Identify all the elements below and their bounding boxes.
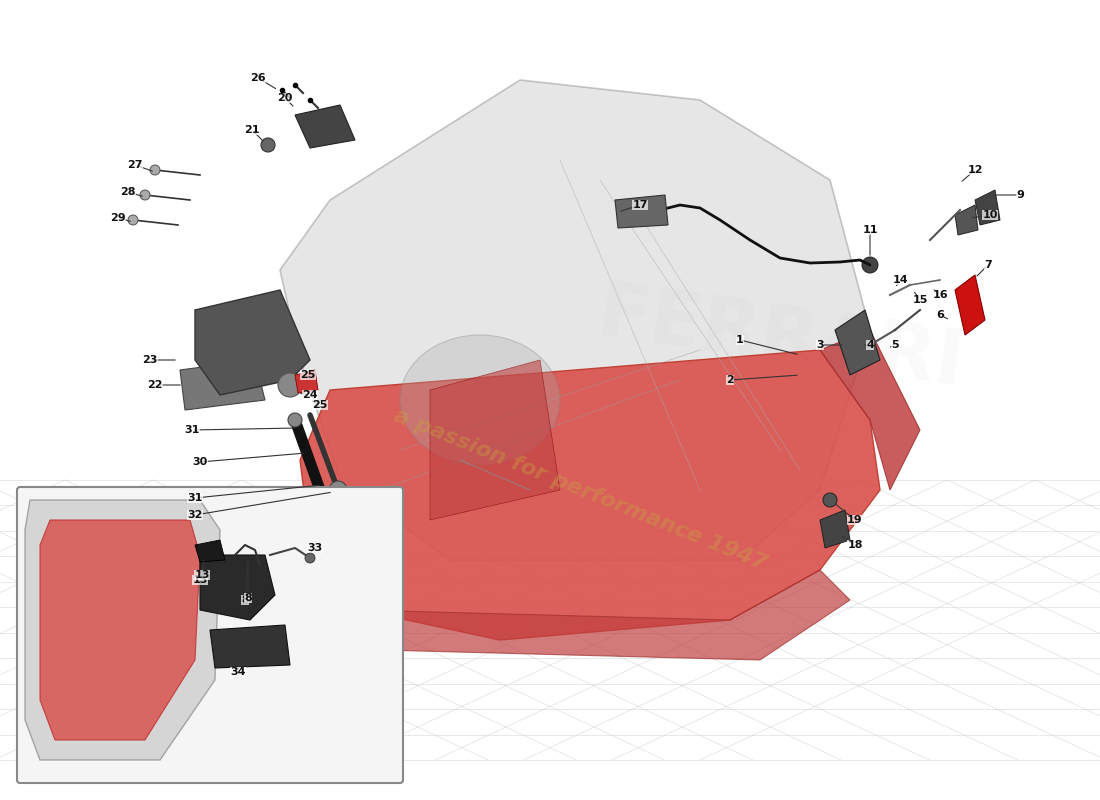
Text: 26: 26 — [250, 73, 266, 83]
Text: 34: 34 — [230, 667, 245, 677]
Text: 17: 17 — [632, 200, 648, 210]
Polygon shape — [975, 190, 1000, 225]
Polygon shape — [195, 540, 226, 562]
Text: 27: 27 — [128, 160, 143, 170]
Circle shape — [288, 413, 302, 427]
Circle shape — [261, 138, 275, 152]
Circle shape — [150, 165, 160, 175]
Text: 13: 13 — [192, 575, 208, 585]
Text: 31: 31 — [185, 425, 200, 435]
Polygon shape — [820, 510, 850, 548]
Polygon shape — [955, 275, 984, 335]
Text: 5: 5 — [891, 340, 899, 350]
Polygon shape — [295, 105, 355, 148]
Text: 18: 18 — [847, 540, 862, 550]
Text: 1: 1 — [736, 335, 744, 345]
Text: 16: 16 — [932, 290, 948, 300]
Text: 22: 22 — [147, 380, 163, 390]
Polygon shape — [820, 330, 920, 490]
Circle shape — [128, 215, 138, 225]
Polygon shape — [955, 205, 978, 235]
Text: 2: 2 — [726, 375, 734, 385]
Text: 15: 15 — [912, 295, 927, 305]
Text: 6: 6 — [936, 310, 944, 320]
Polygon shape — [300, 350, 880, 640]
Text: a passion for performance 1947: a passion for performance 1947 — [390, 406, 769, 574]
Circle shape — [305, 553, 315, 563]
Text: FERRARI: FERRARI — [593, 278, 968, 402]
Text: 29: 29 — [110, 213, 125, 223]
Text: 21: 21 — [244, 125, 260, 135]
Polygon shape — [25, 500, 220, 760]
Text: 9: 9 — [1016, 190, 1024, 200]
Polygon shape — [430, 360, 560, 520]
Text: 3: 3 — [816, 340, 824, 350]
Polygon shape — [210, 625, 290, 668]
Text: 8: 8 — [244, 593, 252, 603]
Text: 20: 20 — [277, 93, 293, 103]
Polygon shape — [615, 195, 668, 228]
Text: 8: 8 — [241, 595, 249, 605]
Text: 32: 32 — [187, 510, 202, 520]
Circle shape — [329, 481, 346, 499]
Text: 10: 10 — [982, 210, 998, 220]
Polygon shape — [360, 570, 850, 660]
Polygon shape — [195, 290, 310, 395]
Text: 25: 25 — [300, 370, 316, 380]
Text: 33: 33 — [307, 543, 322, 553]
Ellipse shape — [400, 335, 560, 465]
Circle shape — [140, 190, 150, 200]
Polygon shape — [200, 555, 275, 620]
Text: 31: 31 — [187, 493, 202, 503]
Polygon shape — [280, 80, 870, 560]
Text: 11: 11 — [862, 225, 878, 235]
Text: 28: 28 — [120, 187, 135, 197]
Text: 19: 19 — [847, 515, 862, 525]
Text: 24: 24 — [302, 390, 318, 400]
Text: 4: 4 — [866, 340, 873, 350]
Polygon shape — [180, 360, 265, 410]
Text: 13: 13 — [195, 570, 210, 580]
FancyBboxPatch shape — [16, 487, 403, 783]
Polygon shape — [40, 520, 200, 740]
Text: 12: 12 — [967, 165, 982, 175]
Polygon shape — [295, 370, 318, 393]
Text: 23: 23 — [142, 355, 157, 365]
Text: 25: 25 — [312, 400, 328, 410]
Circle shape — [278, 373, 303, 397]
Text: 30: 30 — [192, 457, 208, 467]
Text: 7: 7 — [984, 260, 992, 270]
Circle shape — [862, 257, 878, 273]
Circle shape — [823, 493, 837, 507]
Text: 14: 14 — [892, 275, 907, 285]
Polygon shape — [835, 310, 880, 375]
